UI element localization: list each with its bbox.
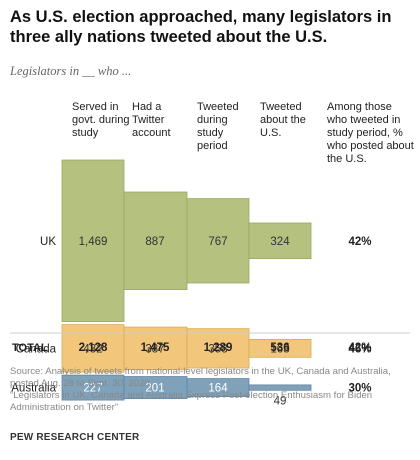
bar-australia-col4 <box>248 384 312 391</box>
bar-uk-col2 <box>123 191 188 290</box>
value-label-australia-col4: 49 <box>274 395 287 407</box>
value-label-canada-col2: 387 <box>145 343 164 355</box>
bar-uk-col1 <box>61 159 125 322</box>
column-header-twitter-account: Had a Twitter account <box>132 101 171 139</box>
row-label-uk: UK <box>40 236 56 248</box>
value-label-canada-col3: 358 <box>208 343 227 355</box>
value-label-uk-col2: 887 <box>145 236 164 248</box>
bar-canada-col4 <box>248 338 312 358</box>
share-label-uk: 42% <box>348 236 371 248</box>
total-share: 42% <box>348 342 371 354</box>
total-label: TOTAL <box>12 342 48 354</box>
source-note: Source: Analysis of tweets from national… <box>10 366 391 389</box>
chart-subtitle: Legislators in __ who ... <box>10 64 132 78</box>
share-label-australia: 30% <box>348 383 371 395</box>
value-label-uk-col3: 767 <box>208 236 227 248</box>
total-value-col3: 1,289 <box>204 342 233 354</box>
value-label-australia-col1: 227 <box>83 383 102 395</box>
value-label-canada-col1: 432 <box>83 343 102 355</box>
report-title-note: “Legislators in UK, Canada and Australia… <box>10 390 373 413</box>
total-value-col4: 536 <box>270 342 289 354</box>
bar-canada-col3 <box>186 328 250 369</box>
pew-logo-text: PEW RESEARCH CENTER <box>10 432 140 443</box>
bar-uk-col4 <box>248 222 312 260</box>
value-label-canada-col4: 163 <box>270 343 289 355</box>
column-header-tweeted-period: Tweeted during study period <box>197 101 239 152</box>
column-header-tweeted-us: Tweeted about the U.S. <box>260 101 306 139</box>
total-value-col2: 1,475 <box>141 342 170 354</box>
column-header-share: Among those who tweeted in study period,… <box>327 101 414 165</box>
source-notes: Source: Analysis of tweets from national… <box>10 366 410 414</box>
total-value-col1: 2,128 <box>79 342 108 354</box>
row-label-canada: Canada <box>16 343 57 355</box>
value-label-uk-col1: 1,469 <box>79 236 108 248</box>
bar-canada-col2 <box>123 326 188 371</box>
value-label-uk-col4: 324 <box>270 236 290 248</box>
value-label-australia-col2: 201 <box>145 383 164 395</box>
row-label-australia: Australia <box>11 383 56 395</box>
chart-title: As U.S. election approached, many legisl… <box>10 8 392 46</box>
value-label-australia-col3: 164 <box>208 383 228 395</box>
share-label-canada: 46% <box>348 343 371 355</box>
column-header-served: Served in govt. during study <box>72 101 130 139</box>
